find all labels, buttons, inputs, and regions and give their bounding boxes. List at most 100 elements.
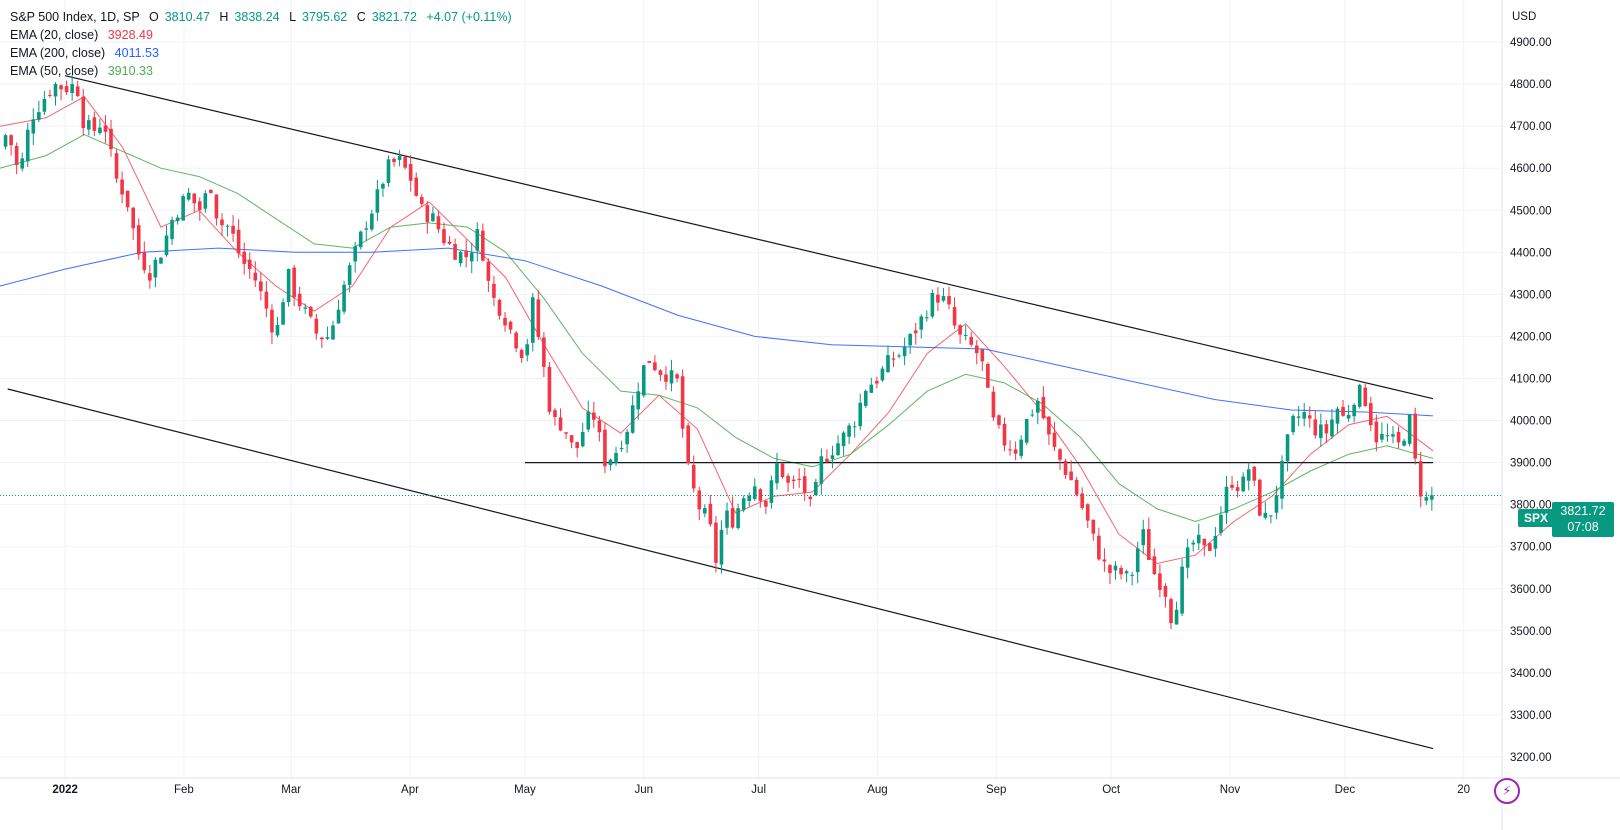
candle-body [64, 86, 69, 93]
candle [1013, 441, 1018, 461]
candle-body [658, 370, 663, 375]
candle-body [691, 464, 696, 489]
candle [1069, 460, 1073, 481]
candle [1008, 440, 1012, 456]
candle-body [1263, 512, 1268, 518]
candle [1219, 506, 1223, 536]
candle-body [86, 120, 91, 130]
candle [1263, 501, 1268, 520]
candle [1335, 406, 1340, 434]
candle-body [70, 84, 74, 94]
candle [1346, 404, 1351, 422]
candle-body [786, 475, 790, 483]
candle [197, 197, 202, 221]
candle-body [259, 281, 263, 292]
candle-body [814, 481, 818, 495]
candle-body [120, 179, 124, 195]
candle [797, 468, 801, 488]
symbol-badge: SPX [1518, 509, 1555, 527]
candle [747, 492, 752, 507]
legend-ohlc-row: S&P 500 Index, 1D, SP O 3810.47 H 3838.24 … [10, 8, 512, 26]
candle [875, 376, 879, 389]
candle [203, 190, 208, 213]
candle [525, 338, 530, 362]
candle-body [131, 207, 135, 229]
candle [1258, 478, 1262, 517]
candle [664, 366, 668, 390]
candle-body [1230, 484, 1234, 488]
candle-body [1019, 439, 1023, 456]
ema50-value: 3910.33 [107, 64, 153, 78]
candle [181, 194, 185, 221]
candle-body [1024, 418, 1029, 443]
candle-body [1313, 419, 1318, 436]
candle [1124, 569, 1129, 583]
candle-body [1430, 495, 1434, 500]
candle-body [297, 293, 302, 307]
x-tick-label: Oct [1102, 784, 1121, 796]
candle-body [247, 259, 252, 270]
candle [375, 179, 380, 222]
candle-body [253, 272, 258, 281]
candle [841, 430, 846, 456]
candle [253, 261, 258, 288]
candle-body [863, 390, 868, 406]
candle [725, 502, 729, 535]
candle [730, 496, 735, 529]
candle-body [1119, 567, 1123, 575]
candle [153, 257, 158, 288]
candle [425, 201, 430, 234]
candle [1174, 601, 1179, 625]
candle-body [1424, 497, 1429, 501]
candle [1202, 538, 1207, 557]
candle-body [886, 355, 890, 373]
o-label: O [148, 10, 159, 24]
candle [469, 242, 474, 274]
candle [325, 326, 330, 341]
candle [192, 193, 197, 213]
candle-body [891, 358, 896, 360]
candle [997, 414, 1001, 429]
candle-body [209, 190, 213, 193]
candle-body [25, 129, 30, 162]
last-price-value: 3821.72 [1560, 504, 1606, 518]
candle-body [797, 478, 801, 480]
candle-body [592, 412, 596, 420]
candle-body [641, 365, 646, 396]
candle [1185, 538, 1190, 579]
candle [1085, 503, 1090, 529]
candle [114, 149, 119, 183]
candle [1341, 399, 1345, 417]
candle-body [364, 228, 369, 230]
candle [458, 250, 463, 267]
last-price-badge: 3821.72 07:08 [1552, 502, 1614, 537]
candle [863, 389, 868, 409]
legend-ema20[interactable]: EMA (20, close) 3928.49 [10, 26, 512, 44]
candle-body [414, 177, 419, 196]
candle [414, 172, 419, 197]
candle-body [203, 193, 208, 209]
candle [1307, 406, 1312, 428]
candle-body [1291, 415, 1295, 433]
candle-body [1407, 415, 1412, 444]
candle-body [142, 252, 147, 271]
legend-ema50[interactable]: EMA (50, close) 3910.33 [10, 62, 512, 80]
candle [952, 297, 957, 329]
candle [1274, 485, 1279, 520]
candle-body [941, 296, 946, 301]
candle-body [1069, 471, 1073, 481]
candle [825, 449, 829, 464]
legend-ema200[interactable]: EMA (200, close) 4011.53 [10, 44, 512, 62]
candle [958, 324, 962, 344]
x-tick-label: May [514, 784, 536, 796]
candle-body [525, 344, 530, 356]
candle-body [75, 86, 80, 97]
lightning-icon[interactable]: ⚡ [1494, 778, 1520, 804]
candle [1402, 438, 1406, 447]
close-value: 3821.72 [371, 10, 417, 24]
candle [1158, 564, 1162, 598]
y-tick-label: 4700.00 [1510, 121, 1552, 133]
candle [791, 475, 796, 489]
candle-body [214, 194, 219, 219]
